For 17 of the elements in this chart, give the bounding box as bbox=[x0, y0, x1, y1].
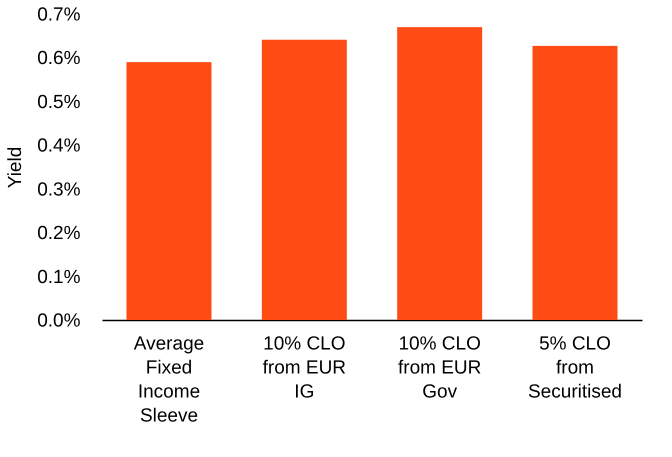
y-tick-label: 0.0% bbox=[37, 310, 81, 332]
x-tick-label: 5% CLO from Securitised bbox=[528, 334, 622, 402]
y-tick-label: 0.5% bbox=[37, 92, 81, 113]
bar bbox=[262, 40, 347, 320]
y-axis-title: Yield bbox=[5, 146, 26, 188]
bar bbox=[126, 62, 212, 320]
y-tick-label: 0.3% bbox=[37, 179, 81, 200]
y-tick-label: 0.4% bbox=[37, 136, 81, 157]
y-tick-label: 0.1% bbox=[37, 266, 81, 288]
x-tick-label: 10% CLO from EUR IG bbox=[262, 334, 346, 402]
x-tick-label: Average Fixed Income Sleeve bbox=[134, 334, 204, 426]
x-tick-label: 10% CLO from EUR Gov bbox=[398, 334, 482, 402]
bar bbox=[532, 46, 618, 320]
y-tick-label: 0.7% bbox=[37, 4, 81, 26]
y-tick-label: 0.2% bbox=[37, 223, 81, 244]
y-tick-label: 0.6% bbox=[37, 48, 81, 70]
bar bbox=[397, 27, 482, 320]
